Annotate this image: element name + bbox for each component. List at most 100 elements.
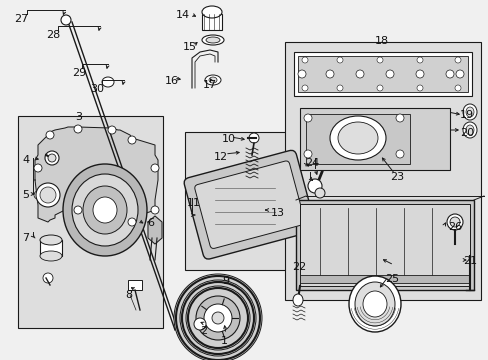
Ellipse shape [204,75,221,85]
Ellipse shape [304,150,311,158]
Ellipse shape [72,174,138,246]
Ellipse shape [93,197,117,223]
Ellipse shape [205,37,220,43]
Text: 20: 20 [459,128,473,138]
Text: 28: 28 [46,30,60,40]
Ellipse shape [454,85,460,91]
Text: 17: 17 [203,80,217,90]
Ellipse shape [40,251,62,261]
Ellipse shape [61,15,71,25]
Ellipse shape [63,164,147,256]
Bar [202,14,222,30]
Text: 7: 7 [22,233,29,243]
Ellipse shape [151,206,159,214]
Ellipse shape [180,280,256,356]
Bar [299,204,469,286]
Ellipse shape [445,70,453,78]
Ellipse shape [292,294,303,306]
Ellipse shape [355,70,363,78]
Ellipse shape [395,150,403,158]
Ellipse shape [304,114,311,122]
Ellipse shape [376,85,382,91]
Text: 3: 3 [75,112,82,122]
Ellipse shape [449,217,459,227]
Polygon shape [148,216,162,244]
Text: 16: 16 [164,76,179,86]
Ellipse shape [34,164,42,172]
Text: 21: 21 [462,256,476,266]
Ellipse shape [202,6,222,18]
Ellipse shape [151,164,159,172]
Ellipse shape [385,70,393,78]
Ellipse shape [416,57,422,63]
Ellipse shape [40,235,62,245]
Ellipse shape [36,183,60,207]
Ellipse shape [462,122,476,138]
Ellipse shape [336,57,342,63]
Text: 27: 27 [14,14,28,24]
Ellipse shape [314,188,325,198]
Ellipse shape [302,57,307,63]
Bar [128,280,142,290]
FancyBboxPatch shape [184,150,315,259]
Text: 19: 19 [459,110,473,120]
Bar [40,240,62,256]
Text: 29: 29 [72,68,86,78]
Ellipse shape [185,286,249,350]
Text: 12: 12 [214,152,228,162]
Ellipse shape [354,282,394,326]
Ellipse shape [395,114,403,122]
Ellipse shape [325,70,333,78]
Text: 2: 2 [200,326,207,336]
Text: 15: 15 [183,42,197,52]
Ellipse shape [302,85,307,91]
Ellipse shape [336,85,342,91]
Bar [285,42,480,300]
Ellipse shape [45,151,59,165]
Bar [299,108,449,170]
Text: 10: 10 [222,134,236,144]
Text: 23: 23 [389,172,403,182]
Ellipse shape [455,70,463,78]
Text: 13: 13 [270,208,285,218]
Ellipse shape [462,104,476,120]
Ellipse shape [202,35,224,45]
Ellipse shape [212,312,224,324]
Ellipse shape [74,125,82,133]
Ellipse shape [465,107,473,117]
Ellipse shape [415,70,423,78]
Ellipse shape [40,187,56,203]
Ellipse shape [46,131,54,139]
Ellipse shape [128,136,136,144]
Ellipse shape [48,154,56,162]
Text: 11: 11 [186,198,201,208]
Ellipse shape [102,77,114,87]
Text: 30: 30 [90,84,104,94]
Text: 24: 24 [305,158,319,168]
Ellipse shape [194,318,205,330]
Ellipse shape [108,126,116,134]
Text: 9: 9 [222,276,229,286]
Ellipse shape [416,85,422,91]
Bar [295,200,473,290]
Ellipse shape [348,276,400,332]
Text: 8: 8 [125,290,132,300]
Text: 5: 5 [22,190,29,200]
Ellipse shape [362,291,386,317]
Bar [305,114,409,164]
Ellipse shape [208,77,217,83]
Text: 1: 1 [221,336,227,346]
Ellipse shape [248,133,259,143]
FancyBboxPatch shape [194,161,304,248]
Ellipse shape [34,191,42,199]
Text: 18: 18 [374,36,388,46]
Ellipse shape [446,214,462,230]
Ellipse shape [329,116,385,160]
Polygon shape [35,127,158,222]
Text: 6: 6 [147,218,154,228]
Ellipse shape [337,122,377,154]
Ellipse shape [297,70,305,78]
Text: 25: 25 [384,274,398,284]
Bar [18,116,163,328]
Bar [299,275,469,283]
